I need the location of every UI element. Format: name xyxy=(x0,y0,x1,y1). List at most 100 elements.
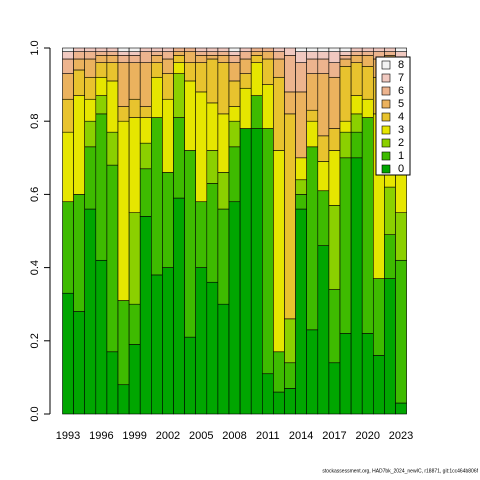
bar-segment xyxy=(139,142,152,170)
bar-segment xyxy=(361,333,374,415)
bar-segment xyxy=(250,95,263,129)
bar-segment xyxy=(295,157,308,181)
bar-segment xyxy=(117,300,130,386)
bar-segment xyxy=(62,51,74,60)
bar-segment xyxy=(261,128,274,375)
legend-label: 0 xyxy=(398,163,404,175)
bar-segment xyxy=(395,259,407,404)
bar-segment xyxy=(139,62,152,107)
bar-segment xyxy=(84,146,97,210)
bar-segment xyxy=(128,212,141,305)
bar-segment xyxy=(273,76,285,151)
bar-segment xyxy=(273,51,285,60)
bar-segment xyxy=(361,66,374,100)
bar-segment xyxy=(306,58,319,74)
bar-segment xyxy=(173,62,185,74)
bar-segment xyxy=(306,47,319,52)
bar-segment xyxy=(128,344,141,415)
bar-segment xyxy=(306,329,319,415)
bar-segment xyxy=(206,102,219,151)
legend-swatch xyxy=(381,86,391,96)
bar-segment xyxy=(228,55,241,63)
bar-segment xyxy=(106,351,119,415)
bar-segment xyxy=(184,47,197,52)
y-tick-label: 0.6 xyxy=(29,187,41,202)
bar-segment xyxy=(228,146,241,203)
bar-segment xyxy=(339,55,352,60)
bar-segment xyxy=(395,47,407,52)
bar-segment xyxy=(284,55,296,93)
x-tick-label: 1993 xyxy=(56,430,80,442)
bar-segment xyxy=(117,51,130,56)
bar-segment xyxy=(306,120,319,148)
bar-segment xyxy=(151,76,163,118)
bar-segment xyxy=(62,58,74,74)
bar-segment xyxy=(206,55,219,60)
bar-segment xyxy=(151,51,163,56)
bar-segment xyxy=(139,168,152,217)
bar-segment xyxy=(206,281,219,415)
bar-segment xyxy=(195,91,208,203)
legend-label: 3 xyxy=(398,124,404,136)
bar-segment xyxy=(250,55,263,63)
bar-segment xyxy=(95,62,108,78)
bar-segment xyxy=(250,47,263,52)
bar-segment xyxy=(73,69,85,96)
bar-segment xyxy=(184,150,197,338)
bar-segment xyxy=(195,47,208,52)
bar-segment xyxy=(162,51,174,60)
y-tick-label: 0.0 xyxy=(29,406,41,421)
bar-segment xyxy=(295,51,308,63)
bar-segment xyxy=(317,161,330,192)
x-tick-label: 2008 xyxy=(222,430,246,442)
bar-segment xyxy=(106,55,119,63)
bar-segment xyxy=(284,47,296,56)
legend-swatch xyxy=(381,60,391,70)
bar-segment xyxy=(73,311,85,415)
legend-label: 2 xyxy=(398,137,404,149)
bar-segment xyxy=(361,98,374,118)
bar-segment xyxy=(328,62,341,78)
legend-swatch xyxy=(381,138,391,148)
bar-segment xyxy=(195,201,208,268)
bar-segment xyxy=(184,51,197,63)
bar-segment xyxy=(73,47,85,52)
bar-segment xyxy=(328,289,341,364)
y-tick-label: 0.2 xyxy=(29,333,41,348)
bar-segment xyxy=(384,234,396,279)
bar-segment xyxy=(284,362,296,389)
bar-segment xyxy=(128,47,141,52)
bar-segment xyxy=(162,58,174,74)
bar-segment xyxy=(62,98,74,133)
bar-segment xyxy=(206,51,219,56)
bar-segment xyxy=(317,190,330,246)
bar-segment xyxy=(361,51,374,56)
bar-segment xyxy=(239,73,252,89)
bar-segment xyxy=(73,51,85,60)
bar-segment xyxy=(139,51,152,63)
bar-segment xyxy=(128,98,141,118)
bar-segment xyxy=(95,259,108,415)
bar-segment xyxy=(173,51,185,56)
bar-segment xyxy=(95,113,108,261)
bar-segment xyxy=(162,267,174,415)
bar-segment xyxy=(317,245,330,415)
legend-label: 1 xyxy=(398,150,404,162)
bar-segment xyxy=(106,62,119,82)
bar-segment xyxy=(372,47,385,52)
bar-segment xyxy=(151,117,163,276)
bar-segment xyxy=(350,51,363,56)
bar-segment xyxy=(350,62,363,96)
bar-segment xyxy=(339,47,352,52)
bar-segment xyxy=(317,73,330,137)
bar-segment xyxy=(306,146,319,331)
legend-label: 8 xyxy=(398,59,404,71)
bar-segment xyxy=(162,172,174,268)
bar-segment xyxy=(350,131,363,159)
x-tick-label: 2011 xyxy=(256,430,280,442)
bar-segment xyxy=(139,47,152,52)
bar-segment xyxy=(128,55,141,63)
bar-segment xyxy=(239,47,252,52)
bar-segment xyxy=(217,62,230,115)
bar-segment xyxy=(206,183,219,283)
